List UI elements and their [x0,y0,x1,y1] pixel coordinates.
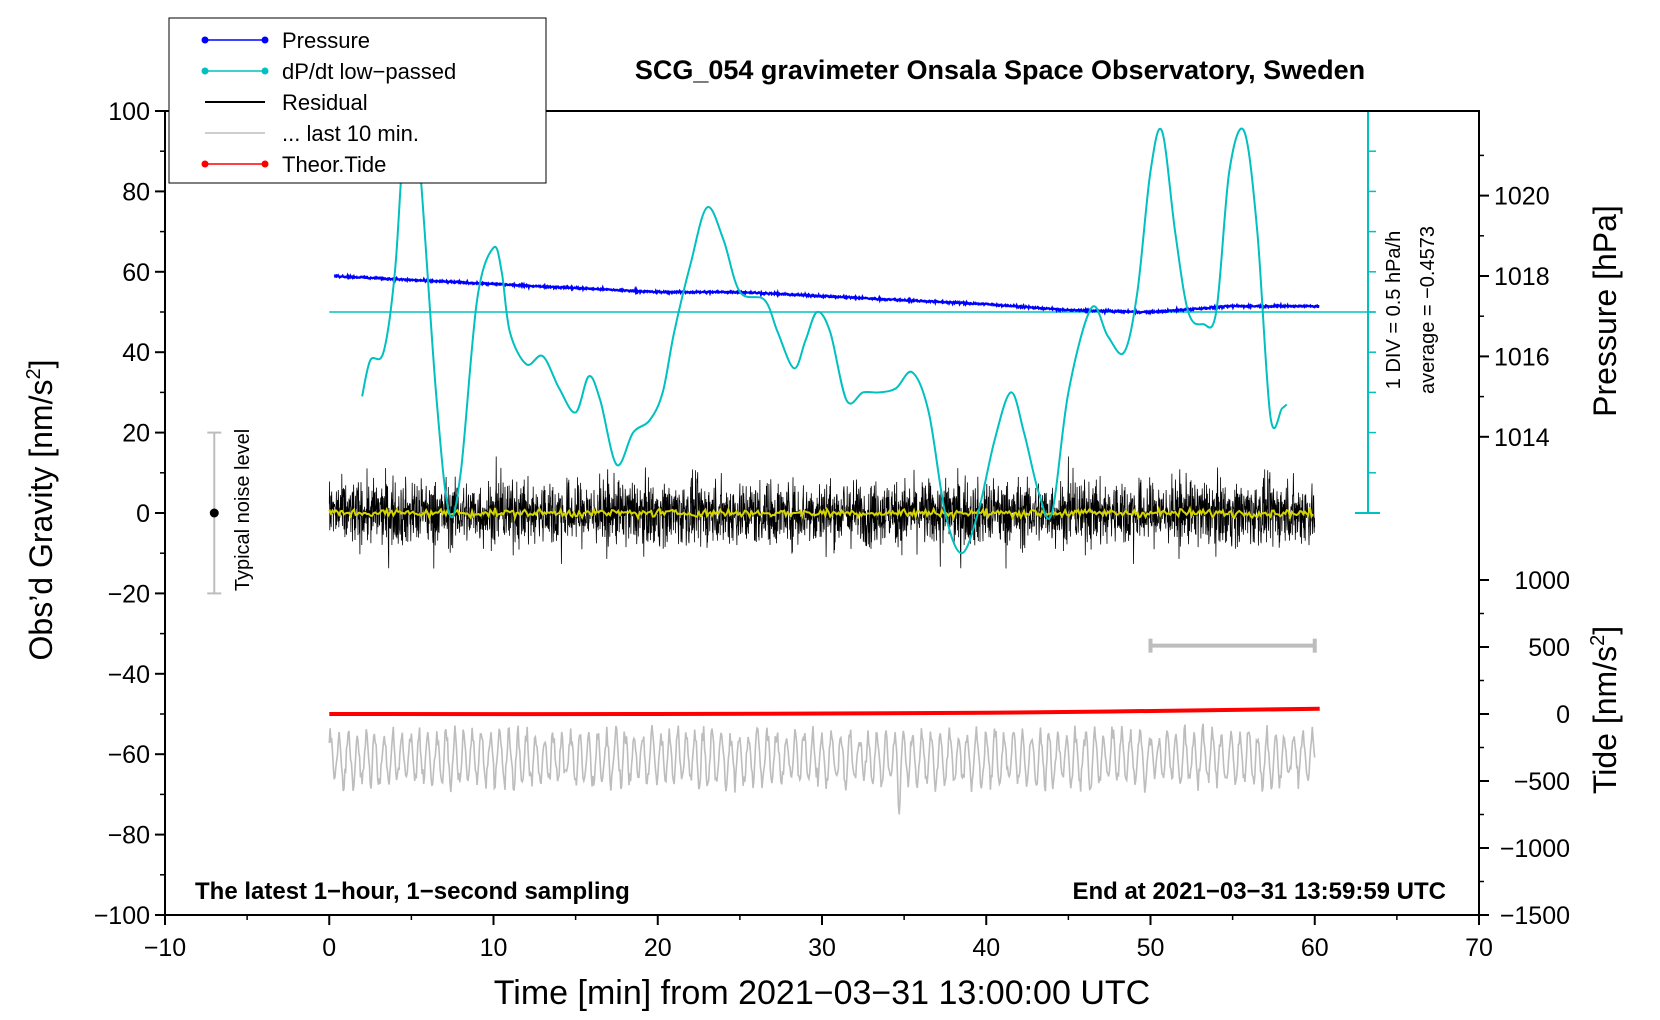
tide-axis-label-text: Tide [nm/s [1587,646,1623,794]
y-tick-label: 0 [136,500,150,528]
legend-marker [201,36,209,44]
dpdt-scale-label: 1 DIV = 0.5 hPa/h [1383,231,1405,389]
x-axis-label: Time [min] from 2021−03−31 13:00:00 UTC [494,974,1150,1012]
legend-marker [201,160,209,168]
plot-area [328,110,1380,815]
legend-marker [261,67,269,75]
tide-tick-label: 500 [1528,634,1570,662]
tide-tick-label: −500 [1514,768,1570,796]
pressure-tick-label: 1018 [1494,263,1550,291]
y-tick-label: −60 [108,741,150,769]
pressure-axis-label: Pressure [hPa] [1587,205,1623,417]
pressure-line [333,272,1320,316]
y-axis-pressure: 1014 1016 1018 1020 [1479,154,1550,452]
noise-bar-center [209,508,219,518]
y-tick-label: 40 [122,339,150,367]
x-tick-label: 20 [644,934,672,962]
legend-label: Residual [282,90,368,115]
y-axis-label: Obs’d Gravity [nm/s2] [23,360,59,661]
x-tick-label: 10 [480,934,508,962]
tide-tick-label: −1000 [1500,835,1570,863]
legend-label: dP/dt low−passed [282,59,456,84]
last10-line [328,723,1316,815]
annotation-end-time: End at 2021−03−31 13:59:59 UTC [1072,878,1446,905]
x-tick-label: −10 [144,934,186,962]
chart-title: SCG_054 gravimeter Onsala Space Observat… [635,55,1365,85]
dpdt-line [361,117,1288,555]
y-tick-label: 100 [108,98,150,126]
tide-tick-label: 1000 [1514,567,1570,595]
legend: Pressure dP/dt low−passed Residual ... last… [168,17,547,184]
y-axis-label-text: Obs’d Gravity [nm/s [23,380,59,661]
x-tick-label: 30 [808,934,836,962]
tide-tick-label: −1500 [1500,902,1570,930]
legend-box [168,17,547,184]
x-tick-label: 40 [972,934,1000,962]
residual-line [328,456,1316,569]
y-tick-label: 20 [122,420,150,448]
legend-marker [261,36,269,44]
annotation-sampling: The latest 1−hour, 1−second sampling [195,878,630,905]
residual-smoothed-line [328,505,1314,523]
x-tick-label: 60 [1301,934,1329,962]
y-tick-label: −40 [108,661,150,689]
y-tick-label: 80 [122,178,150,206]
legend-label: Theor.Tide [282,152,386,177]
noise-indicator [207,431,222,595]
x-tick-label: 70 [1465,934,1493,962]
y-axis-tide: −1500 −1000 −500 0 500 1000 [1479,567,1570,930]
y-axis-label-end: ] [23,360,59,369]
pressure-tick-label: 1020 [1494,183,1550,211]
dpdt-average-label: average = −0.4573 [1417,226,1439,394]
tide-axis-label: Tide [nm/s2] [1587,626,1623,794]
legend-marker [201,67,209,75]
y-axis-left: −100 −80 −60 −40 −20 0 20 40 60 80 100 [94,98,165,930]
tide-tick-label: 0 [1556,701,1570,729]
x-tick-label: 0 [322,934,336,962]
tide-line [329,706,1320,717]
noise-level-label: Typical noise level [232,429,254,591]
legend-label: Pressure [282,28,370,53]
legend-label: ... last 10 min. [282,121,419,146]
y-tick-label: 60 [122,259,150,287]
pressure-tick-label: 1016 [1494,343,1550,371]
y-tick-label: −20 [108,580,150,608]
x-axis: −10 0 10 20 30 40 50 60 70 [144,915,1493,962]
tide-axis-label-sup: 2 [1587,635,1609,646]
legend-marker [261,160,269,168]
y-tick-label: −100 [94,902,150,930]
tide-axis-label-end: ] [1587,626,1623,635]
y-axis-label-sup: 2 [23,368,45,379]
pressure-tick-label: 1014 [1494,424,1550,452]
y-tick-label: −80 [108,822,150,850]
x-tick-label: 50 [1137,934,1165,962]
